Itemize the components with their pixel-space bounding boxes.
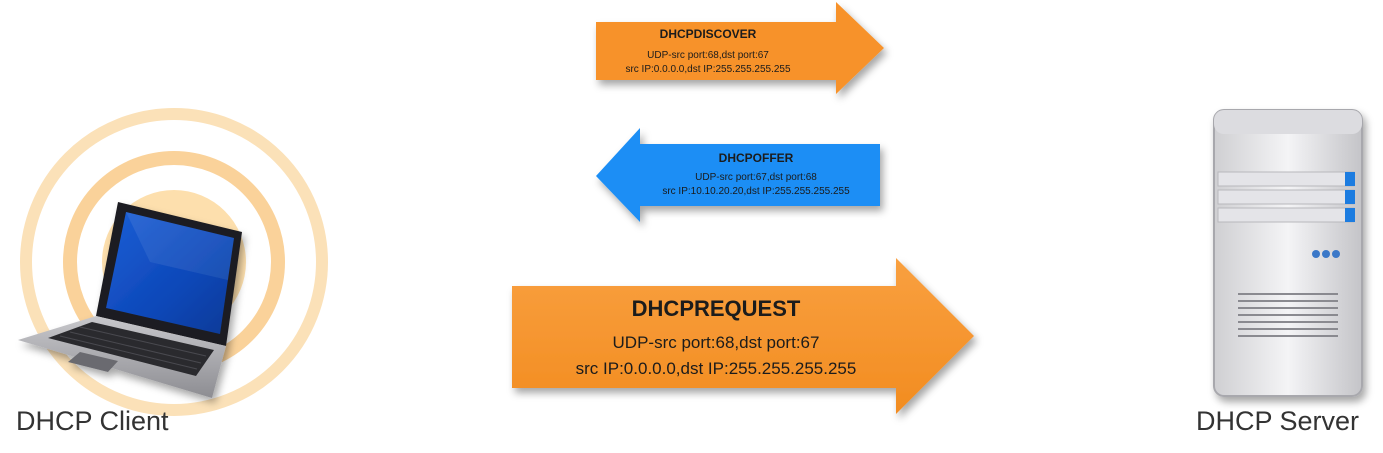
arrow-title: DHCPREQUEST [632, 296, 801, 321]
arrow-shape [512, 258, 974, 414]
arrow-line-2: src IP:0.0.0.0,dst IP:255.255.255.255 [625, 64, 791, 75]
arrow-line-1: UDP-src port:68,dst port:67 [613, 333, 820, 352]
dhcpoffer-arrow: DHCPOFFER UDP-src port:67,dst port:68 sr… [596, 128, 880, 222]
arrow-line-2: src IP:0.0.0.0,dst IP:255.255.255.255 [576, 359, 857, 378]
client-label: DHCP Client [16, 406, 169, 436]
arrow-shape [596, 128, 880, 222]
dhcpdiscover-arrow: DHCPDISCOVER UDP-src port:68,dst port:67… [596, 2, 884, 94]
dhcprequest-arrow: DHCPREQUEST UDP-src port:68,dst port:67 … [512, 258, 974, 414]
halo-ring-outer [20, 108, 328, 416]
arrow-title: DHCPDISCOVER [660, 27, 757, 41]
arrow-line-1: UDP-src port:67,dst port:68 [695, 172, 817, 183]
arrow-shape [596, 2, 884, 94]
laptop-icon [18, 202, 242, 398]
arrow-line-2: src IP:10.10.20.20,dst IP:255.255.255.25… [662, 186, 850, 197]
arrow-line-1: UDP-src port:68,dst port:67 [647, 50, 769, 61]
server-icon [1213, 109, 1363, 397]
server-label: DHCP Server [1196, 406, 1359, 436]
client-node: DHCP Client [16, 108, 328, 436]
arrow-title: DHCPOFFER [719, 151, 794, 165]
server-node: DHCP Server [1196, 109, 1363, 436]
